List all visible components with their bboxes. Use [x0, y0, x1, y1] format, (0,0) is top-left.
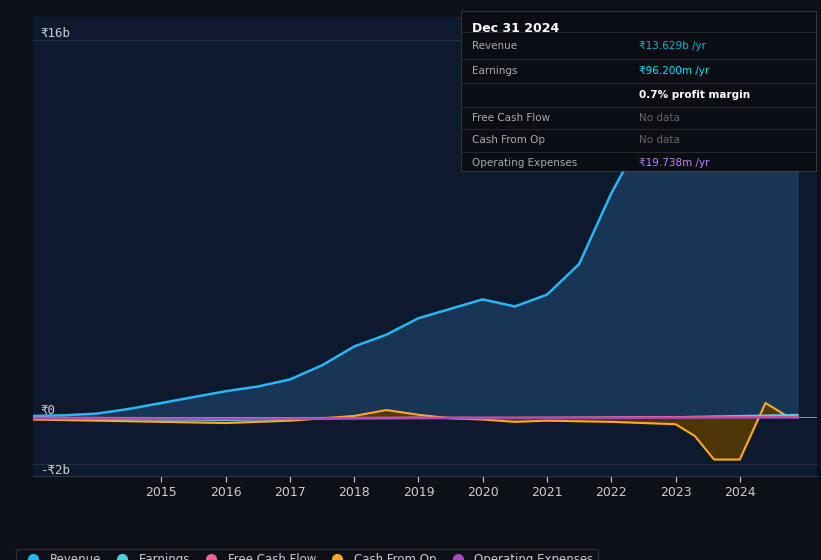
Text: 0.7% profit margin: 0.7% profit margin	[639, 90, 750, 100]
Text: ₹96.200m /yr: ₹96.200m /yr	[639, 66, 709, 76]
Text: Revenue: Revenue	[472, 40, 517, 50]
Text: Free Cash Flow: Free Cash Flow	[472, 113, 550, 123]
Text: ₹0: ₹0	[41, 404, 56, 417]
Text: No data: No data	[639, 113, 680, 123]
Text: ₹13.629b /yr: ₹13.629b /yr	[639, 40, 706, 50]
Text: Earnings: Earnings	[472, 66, 517, 76]
Legend: Revenue, Earnings, Free Cash Flow, Cash From Op, Operating Expenses: Revenue, Earnings, Free Cash Flow, Cash …	[16, 549, 599, 560]
Text: -₹2b: -₹2b	[41, 464, 71, 477]
Text: ₹19.738m /yr: ₹19.738m /yr	[639, 158, 709, 168]
Text: Operating Expenses: Operating Expenses	[472, 158, 577, 168]
Text: ₹16b: ₹16b	[41, 27, 71, 40]
Text: Dec 31 2024: Dec 31 2024	[472, 22, 559, 35]
Text: Cash From Op: Cash From Op	[472, 136, 545, 146]
Text: No data: No data	[639, 136, 680, 146]
